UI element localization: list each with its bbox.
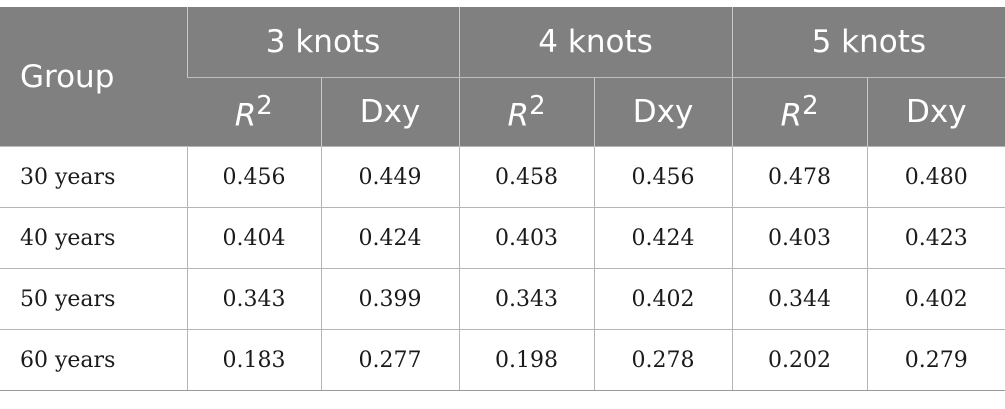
group-cell: 50 years: [0, 268, 187, 330]
value-cell: 0.424: [593, 207, 733, 269]
value-cell: 0.458: [458, 146, 595, 208]
value-cell: 0.423: [866, 207, 1005, 269]
value-cell: 0.202: [731, 329, 868, 391]
r2-symbol: R: [780, 97, 803, 134]
value-cell: 0.183: [186, 329, 321, 391]
value-cell: 0.277: [320, 329, 460, 391]
r2-symbol: R: [234, 97, 257, 134]
dxy-header-5-knots: Dxy: [866, 77, 1005, 147]
knots-5-header: 5 knots: [731, 7, 1005, 78]
knots-4-header: 4 knots: [458, 7, 733, 78]
value-cell: 0.403: [458, 207, 595, 269]
group-cell: 40 years: [0, 207, 187, 269]
value-cell: 0.404: [186, 207, 321, 269]
group-column-header: Group: [0, 7, 187, 147]
r2-header-5-knots: R2: [731, 77, 868, 147]
value-cell: 0.343: [186, 268, 321, 330]
table-body: 30 years 0.456 0.449 0.458 0.456 0.478 0…: [0, 146, 1005, 391]
results-table: Group 3 knots 4 knots 5 knots R2 Dxy R2 …: [0, 7, 1005, 391]
table-row: 50 years 0.343 0.399 0.343 0.402 0.344 0…: [0, 268, 1005, 330]
dxy-header-3-knots: Dxy: [320, 77, 460, 147]
value-cell: 0.402: [866, 268, 1005, 330]
value-cell: 0.399: [320, 268, 460, 330]
dxy-header-4-knots: Dxy: [593, 77, 733, 147]
value-cell: 0.403: [731, 207, 868, 269]
table-row: 40 years 0.404 0.424 0.403 0.424 0.403 0…: [0, 207, 1005, 269]
value-cell: 0.424: [320, 207, 460, 269]
table-header: Group 3 knots 4 knots 5 knots R2 Dxy R2 …: [0, 7, 1005, 147]
value-cell: 0.456: [593, 146, 733, 208]
r2-superscript: 2: [529, 90, 546, 121]
r2-header-3-knots: R2: [187, 77, 321, 147]
value-cell: 0.449: [320, 146, 460, 208]
r2-header-4-knots: R2: [458, 77, 595, 147]
group-cell: 30 years: [0, 146, 187, 208]
value-cell: 0.402: [593, 268, 733, 330]
r2-superscript: 2: [256, 90, 273, 121]
header-row-top: Group 3 knots 4 knots 5 knots: [0, 7, 1005, 147]
group-cell: 60 years: [0, 329, 187, 391]
value-cell: 0.480: [866, 146, 1005, 208]
value-cell: 0.456: [186, 146, 321, 208]
r2-superscript: 2: [802, 90, 819, 121]
value-cell: 0.344: [731, 268, 868, 330]
value-cell: 0.343: [458, 268, 595, 330]
results-table-container: Group 3 knots 4 knots 5 knots R2 Dxy R2 …: [0, 7, 1005, 391]
knots-3-header: 3 knots: [186, 7, 460, 78]
table-row: 60 years 0.183 0.277 0.198 0.278 0.202 0…: [0, 329, 1005, 391]
table-row: 30 years 0.456 0.449 0.458 0.456 0.478 0…: [0, 146, 1005, 208]
value-cell: 0.198: [458, 329, 595, 391]
r2-symbol: R: [507, 97, 530, 134]
value-cell: 0.478: [731, 146, 868, 208]
value-cell: 0.279: [866, 329, 1005, 391]
value-cell: 0.278: [593, 329, 733, 391]
header-row-sub: R2 Dxy R2 Dxy R2 Dxy: [0, 77, 1005, 147]
